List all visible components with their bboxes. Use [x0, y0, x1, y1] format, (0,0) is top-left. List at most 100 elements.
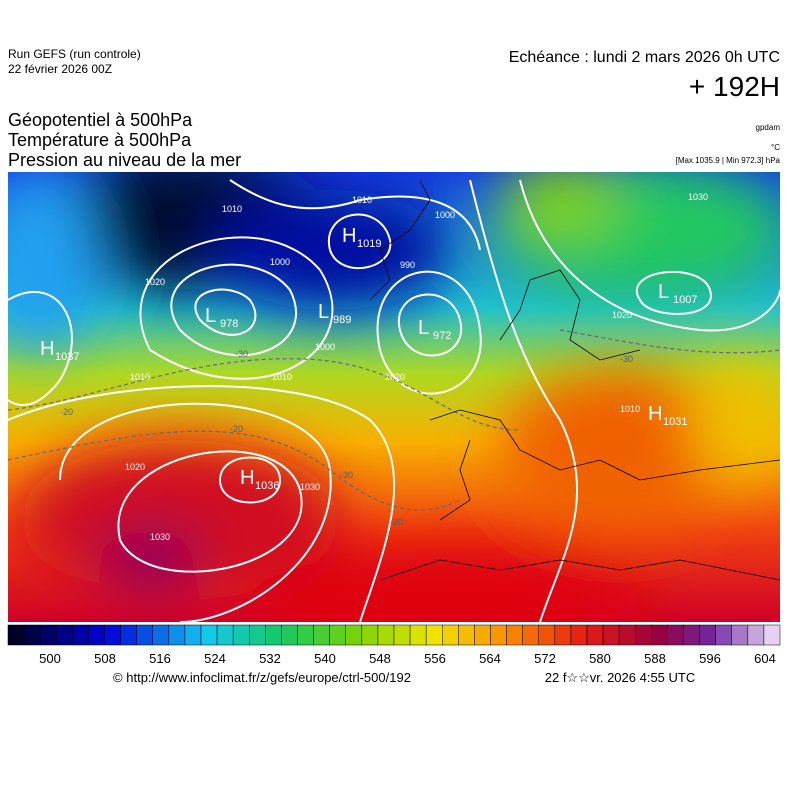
center-letter: H	[648, 403, 662, 425]
colorbar-box	[490, 624, 507, 646]
colorbar-box	[345, 624, 363, 646]
field: Pression au niveau de la mer	[8, 150, 241, 170]
colorbar-label: 540	[314, 651, 336, 666]
colorbar-box	[200, 624, 218, 646]
colorbar-box	[570, 624, 588, 646]
colorbar-box	[39, 624, 57, 646]
coastlines	[369, 179, 780, 581]
unit: gpdam	[756, 123, 781, 132]
isobar-label: 1010	[352, 195, 372, 205]
center-letter: H	[40, 338, 54, 360]
isobar-label: 990	[400, 260, 415, 270]
colorbar-box	[281, 624, 298, 646]
colorbar-label: 588	[644, 651, 666, 666]
colorbar-box	[23, 624, 41, 646]
run: Run GEFS (run controle)	[8, 47, 141, 61]
colorbar-label: 532	[259, 651, 281, 666]
colorbar-box	[136, 624, 154, 646]
colorbar-box	[506, 624, 523, 646]
colorbar: 500 508 516 524 532 540 548 556 564 572 580 588 596 6…	[7, 624, 781, 666]
isobar-label: 1020	[385, 372, 405, 382]
isobar-label: 1010	[620, 404, 640, 414]
colorbar-box	[249, 624, 266, 646]
colorbar-box	[72, 624, 89, 646]
temperature-field	[8, 172, 780, 622]
colorbar-box	[442, 624, 459, 646]
colorbar-box	[586, 624, 604, 646]
colorbar-box	[731, 624, 749, 646]
isobar-label: 1000	[315, 342, 335, 352]
isobar-label: 1000	[270, 257, 290, 267]
isotherms	[8, 329, 780, 511]
colorbar-box	[474, 624, 491, 646]
isotherm-label: -30	[340, 470, 353, 480]
colorbar-box	[699, 624, 716, 646]
colorbar-box	[329, 624, 346, 646]
isobar-label: 1030	[300, 482, 320, 492]
isobar-label: 1010	[130, 372, 150, 382]
colorbar-box	[667, 624, 684, 646]
colorbar-box	[715, 624, 733, 646]
colorbar-label: 564	[479, 651, 501, 666]
isobars	[8, 179, 780, 622]
center-letter: L	[418, 317, 429, 339]
isotherm-label: -20	[390, 517, 403, 527]
colorbar-label: 604	[754, 651, 776, 666]
isotherm-label: -30	[620, 354, 633, 364]
isobar-label: 1020	[145, 277, 165, 287]
colorbar-label: 548	[369, 651, 391, 666]
colorbar-box	[602, 624, 620, 646]
colorbar-box	[184, 624, 202, 646]
colorbar-label: 580	[589, 651, 611, 666]
center-letter: H	[240, 467, 254, 489]
colorbar-box	[120, 624, 137, 646]
colorbar-box	[152, 624, 170, 646]
colorbar-box	[651, 624, 668, 646]
field: Géopotentiel à 500hPa	[8, 110, 193, 130]
colorbar-box	[763, 624, 781, 646]
source-url: © http://www.infoclimat.fr/z/gefs/europe…	[113, 670, 411, 685]
colorbar-box	[88, 624, 105, 646]
colorbar-box	[168, 624, 186, 646]
colorbar-box	[56, 624, 73, 646]
colorbar-label: 524	[204, 651, 226, 666]
isotherm-label: -20	[230, 424, 243, 434]
center-value: 1036	[255, 480, 279, 492]
colorbar-box	[313, 624, 330, 646]
colorbar-box	[232, 624, 250, 646]
colorbar-box	[377, 624, 395, 646]
colorbar-box	[393, 624, 411, 646]
center-value: 1031	[663, 416, 687, 428]
colorbar-box	[554, 624, 572, 646]
colorbar-label: 516	[149, 651, 171, 666]
colorbar-box	[538, 624, 556, 646]
colorbar-label: 500	[39, 651, 61, 666]
colorbar-label: 508	[94, 651, 116, 666]
colorbar-box	[635, 624, 652, 646]
center-value: 989	[333, 314, 351, 326]
lead-time: + 192H	[689, 71, 780, 102]
isotherm-label: -30	[235, 349, 248, 359]
colorbar-label: 596	[699, 651, 721, 666]
center-letter: L	[318, 301, 329, 323]
unit: [Max 1035.9 | Min 972.3] hPa	[676, 156, 781, 165]
isobar-label: 1010	[222, 204, 242, 214]
isobar-label: 1030	[688, 192, 708, 202]
colorbar-box	[747, 624, 765, 646]
colorbar-box	[104, 624, 121, 646]
colorbar-box	[297, 624, 314, 646]
center-letter: L	[205, 305, 216, 327]
center-value: 1019	[357, 238, 381, 250]
colorbar-box	[409, 624, 427, 646]
colorbar-box	[425, 624, 443, 646]
run-date: 22 février 2026 00Z	[8, 62, 112, 76]
colorbar-box	[216, 624, 234, 646]
colorbar-label: 556	[424, 651, 446, 666]
colorbar-label: 572	[534, 651, 556, 666]
colorbar-box	[265, 624, 282, 646]
isobar-label: 1030	[150, 532, 170, 542]
echeance: Echéance : lundi 2 mars 2026 0h UTC	[509, 49, 780, 66]
